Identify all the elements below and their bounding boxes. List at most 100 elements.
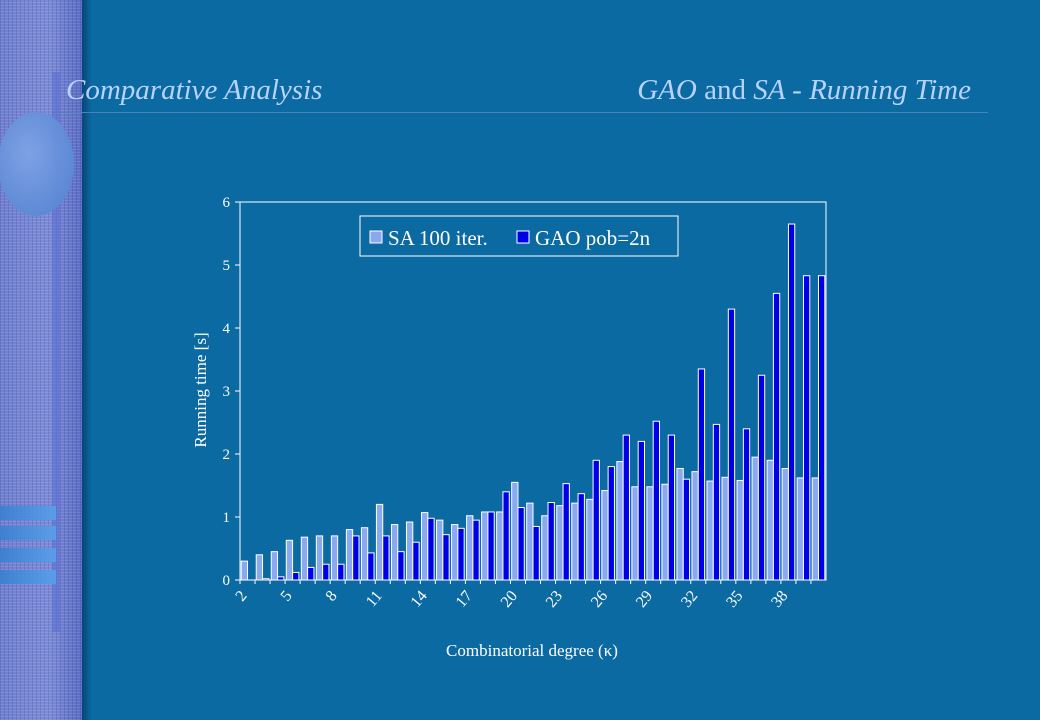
bar-gao [697,368,706,581]
slide-title-and: and [696,74,754,106]
bar-sa [541,515,549,581]
bar-sa [496,511,504,581]
bar-sa [586,498,594,581]
bar-sa [631,486,639,581]
bar-sa [601,490,609,581]
bar-gao [667,434,676,581]
bar-sa [616,461,624,581]
bar-gao [487,511,495,581]
slide-title-gao: GAO [637,74,697,106]
bar-gao [757,374,766,581]
x-tick-label: 32 [678,588,701,611]
bar-sa [736,479,744,581]
bar-gao [502,491,510,581]
bar-gao [442,534,450,581]
legend: SA 100 iter. GAO pob=2n [359,215,679,257]
bar-gao [367,552,375,581]
bar-sa [676,467,684,581]
bar-sa [285,539,294,581]
bar-sa [526,502,534,581]
bar-sa [390,524,399,581]
bar-sa [466,515,474,581]
y-tick-label: 0 [223,573,231,589]
bar-gao [307,566,315,581]
bar-gao [412,541,420,581]
bars-layer [240,223,826,581]
bar-gao [352,535,360,581]
bar-gao [397,551,405,581]
bar-gao [592,459,600,581]
bar-sa [360,527,369,581]
bar-gao [547,502,555,581]
header-divider [52,112,988,113]
x-tick-label: 20 [498,588,521,611]
bar-gao [577,493,585,581]
bar-gao [472,519,480,581]
legend-label-gao: GAO pob=2n [535,226,651,250]
bar-gao [727,308,736,581]
decorative-stripe [0,548,56,562]
bar-sa [721,476,729,581]
bar-sa [345,529,354,581]
decorative-stripe [0,570,56,584]
x-tick-label: 8 [323,588,341,605]
y-axis-title: Running time [s] [191,332,210,447]
legend-box [359,215,679,257]
x-tick-label: 38 [768,588,791,611]
side-panel-shadow [82,0,92,720]
x-tick-label: 26 [588,588,611,611]
bar-sa [811,477,819,581]
section-title: Comparative Analysis [66,74,323,106]
bar-sa [300,536,309,581]
bar-gao [532,525,540,581]
y-tick-label: 3 [223,384,231,400]
x-tick-label: 17 [453,588,476,611]
bar-sa [661,483,669,581]
decorative-oval [0,112,74,216]
bar-sa [421,512,429,581]
decorative-stripe [0,526,56,540]
x-tick-label: 2 [232,588,250,605]
x-tick-label: 14 [408,588,431,611]
bar-gao [802,275,811,581]
bar-sa [781,467,789,581]
bar-gao [262,578,270,581]
x-tick-label: 29 [633,588,656,611]
bar-gao [277,576,285,581]
decorative-stripe [0,506,56,520]
bar-sa [375,503,384,581]
bar-gao [457,527,465,581]
bar-gao [772,292,781,581]
bar-sa [240,560,249,581]
bar-sa [436,519,444,581]
bar-sa [405,521,414,581]
bar-sa [255,554,264,581]
bar-gao [427,517,435,581]
bar-sa [270,551,279,581]
bar-sa [706,480,714,581]
bar-gao [322,563,330,581]
legend-label-sa: SA 100 iter. [388,226,488,250]
bar-sa [691,471,699,581]
bar-gao [742,428,751,581]
bar-sa [511,481,519,581]
bar-sa [766,459,774,581]
slide-header: Comparative Analysis GAO and SA - Runnin… [66,74,971,110]
bar-gao [292,571,300,581]
bar-gao [637,440,645,581]
bar-gao [517,507,525,581]
y-tick-label: 5 [223,258,231,274]
bar-sa [481,511,489,581]
bar-sa [451,524,459,581]
x-tick-label: 5 [277,588,295,605]
x-axis-title: Combinatorial degree (κ) [446,641,618,660]
bar-sa [315,535,324,581]
bar-gao [787,223,796,581]
bar-sa [556,505,564,581]
x-tick-label: 35 [723,588,746,611]
x-tick-label: 23 [543,588,566,611]
bar-gao [652,420,661,581]
slide-title: GAO and SA - Running Time [637,74,971,107]
